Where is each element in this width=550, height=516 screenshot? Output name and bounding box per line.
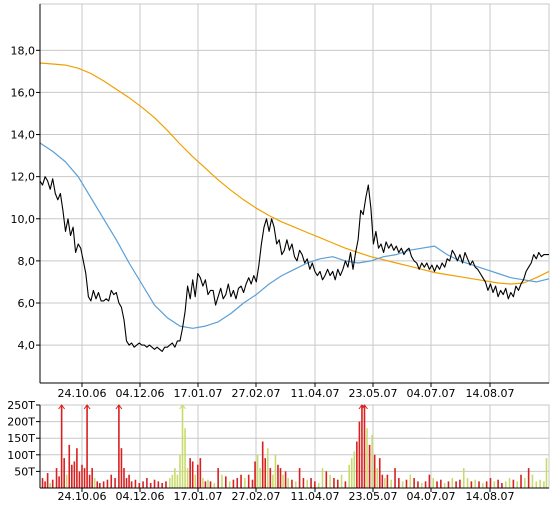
price-x-tick-label: 04.07.07 [407, 387, 456, 400]
volume-bars-group [41, 404, 548, 488]
price-y-tick-label: 16,0 [11, 86, 36, 99]
volume-x-tick-label: 23.05.07 [349, 490, 398, 503]
price-y-tick-label: 18,0 [11, 44, 36, 57]
price-axis: 4,0 6,0 8,0 10,0 12,0 14,0 16,0 18,0 24.10.06 04.… [11, 4, 549, 400]
volume-y-tick-label: 150T [7, 432, 35, 445]
volume-x-tick-label: 24.10.06 [58, 490, 107, 503]
price-line [39, 176, 549, 352]
volume-y-tick-label: 250T [7, 399, 35, 412]
volume-plot-area [39, 404, 550, 489]
volume-y-tick-label: 50T [14, 465, 35, 478]
price-y-tick-label: 12,0 [11, 171, 36, 184]
volume-overflow-arrow [58, 404, 66, 410]
price-y-tick-label: 8,0 [18, 255, 36, 268]
volume-y-tick-label: 100T [7, 449, 35, 462]
ma_long-line [39, 62, 550, 285]
price-grid [39, 3, 550, 384]
volume-overflow-arrow [179, 404, 186, 410]
volume-x-tick-label: 14.08.07 [466, 490, 515, 503]
price-x-tick-label: 24.10.06 [58, 387, 107, 400]
price-y-tick-label: 10,0 [11, 213, 36, 226]
price-y-tick-label: 6,0 [18, 297, 36, 310]
volume-grid [39, 404, 550, 489]
volume-axis: 50T 100T 150T 200T 250T 24.10.06 04.12.06 17.01… [7, 399, 549, 503]
price-plot-area [39, 3, 550, 384]
volume-overflow-arrow [115, 404, 123, 410]
price-y-tick-label: 14,0 [11, 129, 36, 142]
price-x-tick-label: 23.05.07 [349, 387, 398, 400]
volume-overflow-arrow [83, 404, 91, 410]
volume-x-tick-label: 04.12.06 [116, 490, 165, 503]
volume-y-tick-label: 200T [7, 416, 35, 429]
price-x-tick-label: 27.02.07 [232, 387, 281, 400]
price-x-tick-label: 04.12.06 [116, 387, 165, 400]
volume-x-tick-label: 17.01.07 [174, 490, 223, 503]
price-x-tick-label: 17.01.07 [174, 387, 223, 400]
volume-x-tick-label: 27.02.07 [232, 490, 281, 503]
volume-x-tick-label: 04.07.07 [407, 490, 456, 503]
volume-x-tick-label: 11.04.07 [291, 490, 340, 503]
price-x-tick-label: 11.04.07 [291, 387, 340, 400]
ma_short-line [39, 142, 550, 329]
price-series-group [39, 62, 550, 352]
volume-overflow-arrow [361, 404, 368, 410]
price-y-tick-label: 4,0 [18, 339, 36, 352]
price-x-tick-label: 14.08.07 [466, 387, 515, 400]
